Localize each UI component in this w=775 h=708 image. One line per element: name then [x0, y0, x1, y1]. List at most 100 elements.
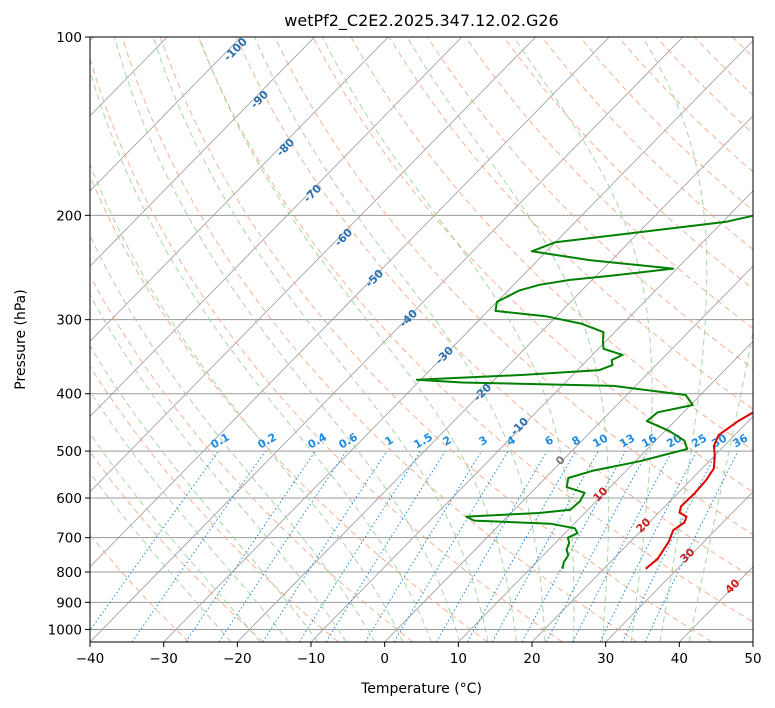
dry-adiabat-line: [236, 37, 753, 579]
sounding-profiles: [415, 214, 753, 570]
dry-adiabat-line: [90, 451, 264, 642]
isotherm-line: [90, 37, 389, 342]
moist-adiabat-line: [90, 390, 290, 642]
y-tick-label: 600: [56, 491, 82, 507]
y-tick-label: 700: [56, 531, 82, 547]
isotherm-line: [237, 115, 753, 642]
mixing-ratio-line: [545, 450, 649, 642]
isotherm-line: [90, 37, 242, 192]
moist-adiabat-line: [90, 234, 376, 642]
isotherm-line: [531, 415, 753, 642]
mixing-ratio-line: [298, 450, 422, 642]
mixing-ratio-line: [572, 450, 673, 642]
moist-adiabat-line: [254, 37, 546, 642]
mixing-ratio-label: 0.6: [337, 430, 361, 451]
mixing-ratio-line: [521, 450, 627, 642]
dry-adiabat-line: [388, 37, 753, 410]
dry-adiabat-line: [694, 37, 753, 96]
y-tick-label: 200: [56, 208, 82, 224]
moist-adiabat-line: [198, 37, 517, 642]
y-tick-label: 300: [56, 313, 82, 329]
dry-adiabat-line: [350, 37, 753, 451]
x-tick-label: 40: [671, 651, 688, 667]
moist-adiabat-line: [152, 37, 489, 642]
moist-adiabat-line: [90, 471, 232, 642]
mixing-ratio-label: 10: [590, 431, 610, 450]
mixing-ratio-line: [262, 450, 388, 642]
moist-adiabat-line: [90, 293, 347, 642]
mixing-ratio-line: [90, 450, 220, 632]
isotherm-line: [90, 37, 684, 642]
dry-adiabat-label: 20: [634, 515, 654, 535]
background-lines: [90, 37, 753, 642]
moist-adiabat-line: [90, 432, 261, 642]
x-tick-label: 30: [597, 651, 614, 667]
mixing-ratio-label: 0.4: [306, 430, 330, 451]
dry-adiabat-line: [90, 274, 414, 642]
mixing-ratio-label: 3: [477, 433, 490, 448]
mixing-ratio-line: [621, 450, 718, 642]
mixing-ratio-label: 13: [617, 432, 637, 451]
x-tick-label: −20: [223, 651, 252, 667]
moist-adiabat-label: -40: [397, 307, 420, 330]
y-tick-label: 100: [56, 30, 82, 46]
isotherm-line: [458, 340, 753, 642]
y-tick-label: 800: [56, 565, 82, 581]
x-tick-label: −40: [76, 651, 105, 667]
isotherm-line: [605, 491, 753, 642]
y-tick-label: 900: [56, 595, 82, 611]
dry-adiabat-line: [274, 37, 753, 536]
isotherm-line: [752, 641, 753, 642]
mixing-ratio-line: [185, 450, 316, 642]
mixing-ratio-line: [599, 450, 698, 642]
dry-adiabat-line: [579, 37, 753, 212]
x-tick-label: −10: [297, 651, 326, 667]
dry-adiabat-line: [426, 37, 753, 370]
mixing-ratio-label: 2: [441, 433, 454, 448]
mixing-ratio-line: [491, 450, 599, 642]
x-axis-ticks: −40 −30 −20 −10 0 10 20 30 40 50: [76, 642, 762, 667]
moist-adiabat-line: [114, 37, 461, 642]
mixing-ratio-label: 36: [730, 431, 750, 450]
x-tick-label: 50: [744, 651, 761, 667]
mixing-ratio-line: [131, 450, 266, 642]
y-axis-label: Pressure (hPa): [13, 289, 29, 389]
moist-adiabat-line: [406, 37, 610, 642]
y-tick-label: 400: [56, 387, 82, 403]
x-tick-label: −30: [149, 651, 178, 667]
x-tick-label: 0: [380, 651, 389, 667]
dry-adiabat-line: [732, 37, 753, 58]
moist-adiabat-label: -90: [248, 88, 271, 111]
moist-adiabat-label: -50: [363, 267, 386, 290]
x-tick-label: 20: [523, 651, 540, 667]
dry-adiabat-label: 30: [678, 545, 698, 565]
moist-adiabat-line: [90, 68, 432, 642]
chart-title: wetPf2_C2E2.2025.347.12.02.G26: [284, 11, 558, 31]
isotherm-line: [90, 37, 463, 418]
x-axis-label: Temperature (°C): [360, 681, 482, 697]
dry-adiabat-line: [159, 37, 712, 642]
temperature-profile: [645, 411, 753, 570]
moist-adiabat-line: [688, 329, 753, 642]
isopleth-labels: -100-90-80-70-60-50-40-30-20-10010203040…: [209, 35, 751, 597]
y-tick-label: 500: [56, 444, 82, 460]
mixing-ratio-label: 1.5: [412, 430, 435, 451]
mixing-ratio-label: 25: [689, 432, 709, 451]
moist-adiabat-label: -100: [221, 35, 250, 64]
dry-adiabat-line: [197, 37, 753, 623]
dry-adiabat-line: [90, 365, 339, 642]
dry-adiabat-line: [90, 56, 563, 642]
moist-adiabat-label: -60: [332, 226, 355, 249]
plot-frame: [89, 36, 754, 643]
mixing-ratio-label: 0.2: [256, 430, 279, 451]
moist-adiabat-line: [642, 37, 708, 642]
mixing-ratio-line: [644, 450, 739, 642]
isotherm-line: [90, 37, 610, 568]
dry-adiabat-label: 10: [591, 484, 611, 504]
isotherm-line: [90, 37, 536, 493]
isotherm-line: [90, 37, 315, 267]
moist-adiabat-label: -80: [274, 136, 297, 159]
dry-adiabat-label: 40: [723, 576, 743, 596]
moist-adiabat-label: -70: [301, 182, 324, 205]
